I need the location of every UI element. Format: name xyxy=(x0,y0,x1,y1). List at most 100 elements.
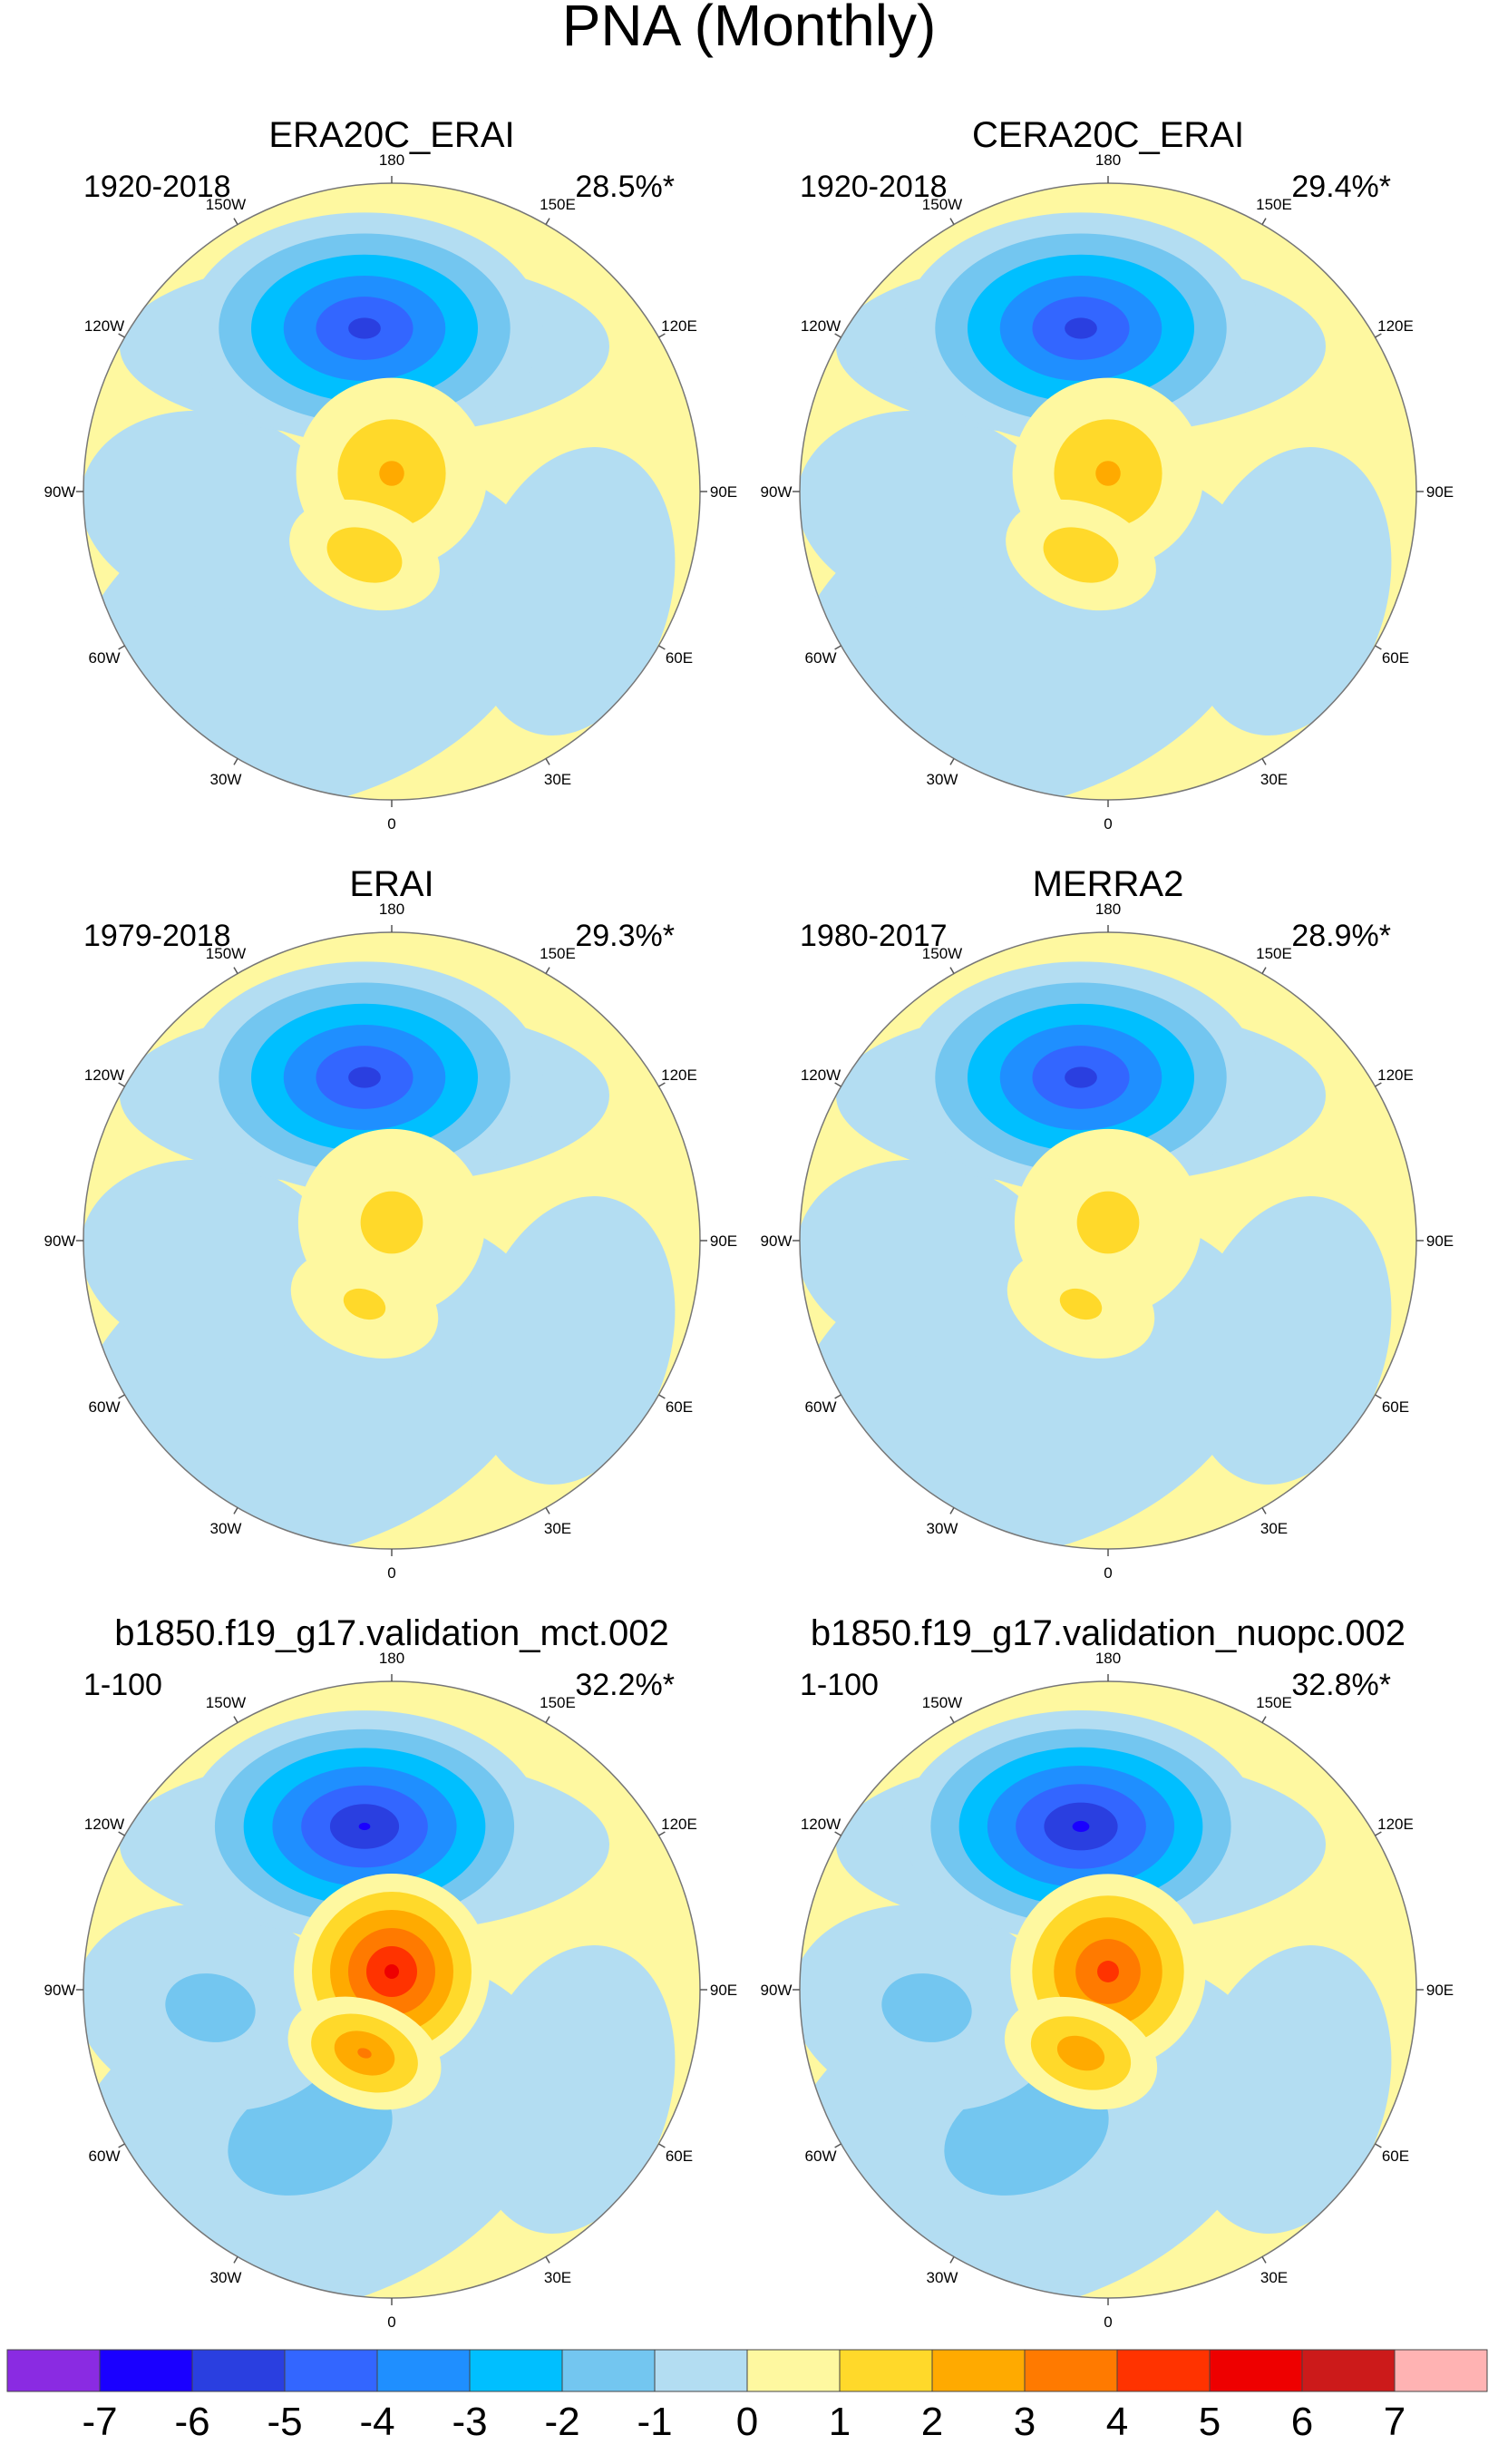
colorbar-label: -6 xyxy=(174,2400,209,2444)
colorbar-label: -1 xyxy=(637,2400,672,2444)
longitude-label: 90E xyxy=(710,1982,737,1999)
longitude-label: 150E xyxy=(1256,945,1292,962)
longitude-label: 90W xyxy=(761,1982,793,1999)
arctic-high-contour xyxy=(384,1964,399,1979)
longitude-label: 120W xyxy=(801,1066,841,1084)
longitude-tick xyxy=(118,1082,125,1087)
labrador-high-contour xyxy=(343,1288,386,1320)
longitude-tick xyxy=(545,1716,550,1723)
longitude-tick xyxy=(545,967,550,974)
longitude-tick xyxy=(658,333,666,338)
labrador-high-contour xyxy=(357,2048,372,2059)
canada-low-contour xyxy=(83,410,341,609)
longitude-label: 60E xyxy=(1382,2147,1409,2165)
longitude-label: 90E xyxy=(1426,1982,1454,1999)
longitude-label: 180 xyxy=(379,151,404,169)
labrador-high-contour xyxy=(1056,2035,1105,2071)
map-panel: b1850.f19_g17.validation_nuopc.002 1-100 3… xyxy=(761,1613,1454,2331)
longitude-label: 30E xyxy=(544,1520,571,1537)
longitude-tick xyxy=(118,2143,125,2148)
longitude-label: 150W xyxy=(206,945,246,962)
longitude-label: 30W xyxy=(927,2269,958,2286)
panel-period: 1980-2017 xyxy=(800,919,948,953)
longitude-tick xyxy=(949,1716,955,1723)
eurasia-low-contour xyxy=(471,447,676,735)
panel-variance: 29.4%* xyxy=(1291,170,1391,204)
longitude-label: 90W xyxy=(44,1232,76,1250)
longitude-label: 0 xyxy=(1104,815,1112,833)
longitude-tick xyxy=(949,967,955,974)
canada-low-contour xyxy=(83,1159,341,1359)
longitude-tick xyxy=(949,758,955,765)
longitude-tick xyxy=(658,645,666,650)
longitude-tick xyxy=(233,2256,238,2264)
longitude-label: 0 xyxy=(387,2313,395,2331)
longitude-label: 120W xyxy=(801,317,841,335)
longitude-label: 120W xyxy=(84,1066,124,1084)
canada-low-contour xyxy=(800,410,1057,609)
longitude-label: 90W xyxy=(761,1232,793,1250)
longitude-label: 150E xyxy=(1256,196,1292,213)
colorbar-swatch xyxy=(191,2349,286,2392)
longitude-tick xyxy=(545,218,550,225)
panel-title: b1850.f19_g17.validation_mct.002 xyxy=(114,1613,669,1653)
longitude-tick xyxy=(949,2256,955,2264)
longitude-label: 150E xyxy=(540,945,576,962)
canada-low-contour xyxy=(881,1973,972,2042)
map-panel: ERAI 1979-2018 29.3%* 180 150E 120E 90E 60E 30E 0… xyxy=(44,864,738,1582)
longitude-label: 120W xyxy=(84,1816,124,1833)
longitude-label: 30W xyxy=(927,771,958,788)
colorbar-swatch xyxy=(1024,2349,1118,2392)
longitude-label: 120W xyxy=(801,1816,841,1833)
contour-field xyxy=(83,1681,700,2298)
longitude-label: 120E xyxy=(1377,1816,1414,1833)
longitude-label: 120W xyxy=(84,317,124,335)
longitude-label: 30E xyxy=(1260,2269,1288,2286)
panels: ERA20C_ERAI 1920-2018 28.5%* 180 150E 120E 90E… xyxy=(44,115,1454,2331)
longitude-tick xyxy=(1375,1831,1382,1836)
longitude-tick xyxy=(834,1831,841,1836)
eurasia-low-contour xyxy=(1187,1945,1392,2234)
arctic-high-contour xyxy=(1095,461,1121,486)
longitude-tick xyxy=(233,1716,238,1723)
panel-title: ERAI xyxy=(349,864,433,904)
map-panel: CERA20C_ERAI 1920-2018 29.4%* 180 150E 120E 90… xyxy=(761,115,1454,833)
panel-period: 1920-2018 xyxy=(800,170,948,204)
longitude-label: 60W xyxy=(805,649,837,667)
colorbar-label: -3 xyxy=(452,2400,487,2444)
contour-field xyxy=(800,932,1416,1549)
colorbar-swatch xyxy=(99,2349,193,2392)
longitude-tick xyxy=(233,758,238,765)
colorbar-label: 1 xyxy=(829,2400,851,2444)
pacific-low-contour xyxy=(1072,1820,1090,1833)
eurasia-low-contour xyxy=(471,1945,676,2234)
colorbar-swatch xyxy=(654,2349,748,2392)
map-panel: MERRA2 1980-2017 28.9%* 180 150E 120E 90E 60E 30… xyxy=(761,864,1454,1582)
longitude-label: 30E xyxy=(544,771,571,788)
colorbar-label: 5 xyxy=(1199,2400,1221,2444)
colorbar: -7 -6 -5 -4 -3 -2 -1 0 1 2 3 4 5 6 7 xyxy=(6,2349,1488,2444)
longitude-tick xyxy=(545,2256,550,2264)
longitude-label: 60E xyxy=(666,2147,693,2165)
colorbar-label: 4 xyxy=(1106,2400,1128,2444)
longitude-label: 60E xyxy=(1382,1398,1409,1416)
longitude-label: 120E xyxy=(1377,1066,1414,1084)
longitude-tick xyxy=(118,1394,125,1399)
pacific-low-contour xyxy=(348,317,381,339)
eurasia-low-contour xyxy=(471,1196,676,1485)
longitude-label: 150E xyxy=(1256,1694,1292,1711)
longitude-tick xyxy=(233,218,238,225)
colorbar-swatch xyxy=(284,2349,378,2392)
pacific-low-contour xyxy=(358,1822,371,1831)
colorbar-swatch xyxy=(561,2349,656,2392)
longitude-tick xyxy=(1261,967,1267,974)
panel-title: CERA20C_ERAI xyxy=(972,115,1244,155)
canada-low-contour xyxy=(165,1973,256,2042)
longitude-label: 90W xyxy=(761,483,793,501)
longitude-label: 90E xyxy=(1426,1232,1454,1250)
colorbar-swatch xyxy=(746,2349,841,2392)
colorbar-label: -7 xyxy=(82,2400,117,2444)
longitude-label: 180 xyxy=(1095,901,1121,918)
longitude-label: 120E xyxy=(1377,317,1414,335)
